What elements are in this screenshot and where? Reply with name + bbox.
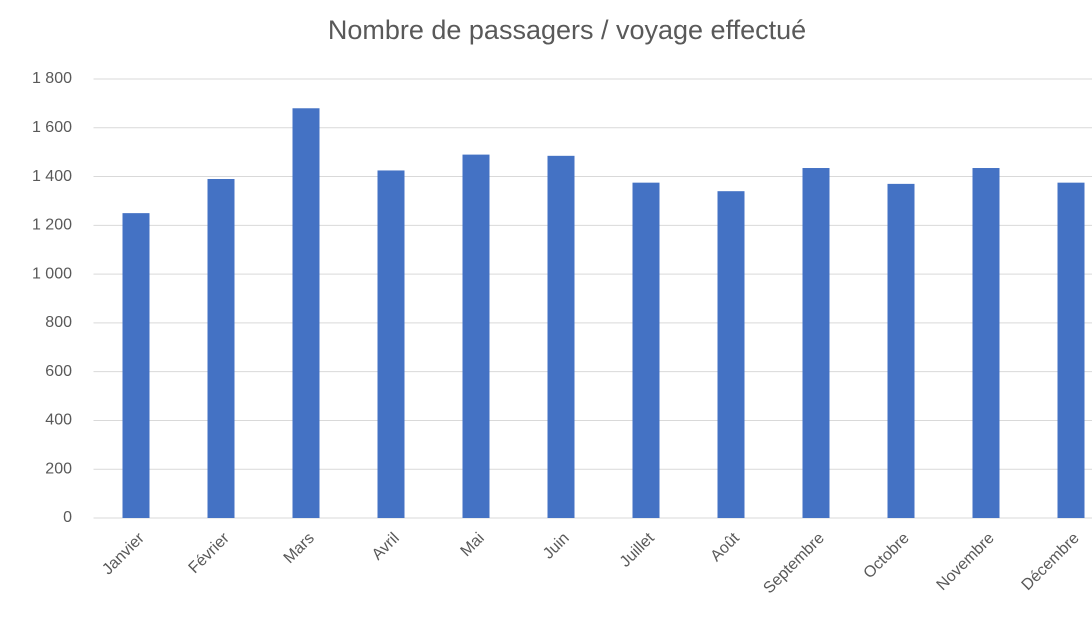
y-tick-label: 1 000 [32,265,72,282]
x-tick-label: Mars [281,530,318,567]
x-tick-label: Octobre [861,530,913,582]
bar [887,183,915,518]
bar [207,178,235,518]
y-tick-label: 600 [45,363,72,380]
x-tick-label: Février [186,529,234,577]
bar [377,170,405,519]
x-tick-label: Juin [540,530,573,563]
bar [1057,182,1085,518]
bar [547,155,575,518]
x-tick-label: Décembre [1019,530,1083,594]
x-tick-label: Mai [458,530,488,560]
y-tick-label: 800 [45,314,72,331]
chart-title: Nombre de passagers / voyage effectué [328,15,806,45]
x-tick-label: Novembre [934,530,998,594]
bar [802,168,830,518]
x-tick-label: Juillet [617,529,658,570]
y-tick-label: 200 [45,460,72,477]
bar [632,182,660,518]
bar [122,213,150,518]
bar [462,154,490,518]
y-tick-label: 400 [45,412,72,429]
y-tick-label: 0 [63,509,72,526]
bar [717,191,745,518]
x-tick-label: Août [708,529,744,565]
y-tick-label: 1 800 [32,70,72,87]
y-tick-label: 1 400 [32,168,72,185]
bar [292,108,320,519]
x-tick-label: Avril [369,530,403,564]
x-tick-label: Janvier [99,529,148,578]
y-tick-label: 1 600 [32,119,72,136]
y-tick-label: 1 200 [32,217,72,234]
bar [972,168,1000,518]
x-tick-label: Septembre [760,530,827,597]
